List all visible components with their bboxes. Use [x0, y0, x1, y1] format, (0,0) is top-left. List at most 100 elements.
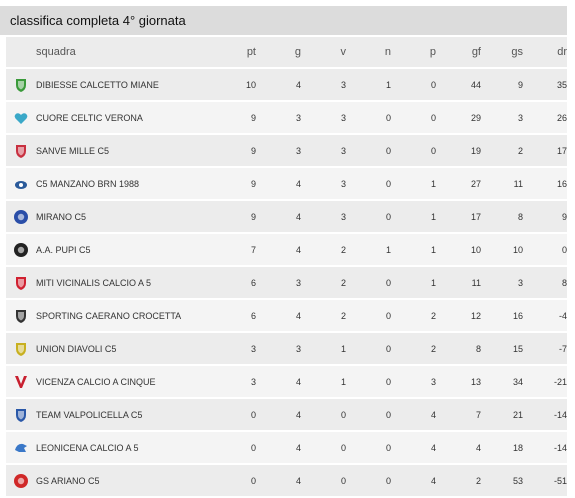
cell-gs: 21 [481, 398, 523, 432]
cell-n: 0 [346, 431, 391, 465]
table-row[interactable]: C5 MANZANO BRN 1988 9 4 3 0 1 27 11 16 [6, 167, 567, 201]
ball-blue-icon [13, 176, 29, 192]
cell-dr: -21 [523, 365, 567, 399]
team-logo-cell [6, 266, 36, 300]
team-name[interactable]: DIBIESSE CALCETTO MIANE [36, 68, 211, 102]
cell-p: 1 [391, 266, 436, 300]
team-name[interactable]: C5 MANZANO BRN 1988 [36, 167, 211, 201]
cell-g: 4 [256, 398, 301, 432]
team-logo-cell [6, 68, 36, 102]
cell-n: 1 [346, 68, 391, 102]
cell-pt: 6 [211, 299, 256, 333]
team-name[interactable]: MITI VICINALIS CALCIO A 5 [36, 266, 211, 300]
header-g[interactable]: g [256, 37, 301, 69]
team-name[interactable]: LEONICENA CALCIO A 5 [36, 431, 211, 465]
cell-gs: 11 [481, 167, 523, 201]
cell-gs: 15 [481, 332, 523, 366]
page-title: classifica completa 4° giornata [10, 13, 186, 28]
cell-g: 3 [256, 266, 301, 300]
shield-green-icon [13, 77, 29, 93]
cell-v: 2 [301, 299, 346, 333]
header-gf[interactable]: gf [436, 37, 481, 69]
table-row[interactable]: DIBIESSE CALCETTO MIANE 10 4 3 1 0 44 9 35 [6, 68, 567, 102]
heart-icon [13, 110, 29, 126]
team-logo-cell [6, 101, 36, 135]
cell-gf: 8 [436, 332, 481, 366]
cell-dr: -14 [523, 431, 567, 465]
cell-p: 2 [391, 332, 436, 366]
table-row[interactable]: MITI VICINALIS CALCIO A 5 6 3 2 0 1 11 3 8 [6, 266, 567, 300]
cell-p: 0 [391, 101, 436, 135]
cell-v: 3 [301, 101, 346, 135]
team-logo-cell [6, 200, 36, 234]
table-row[interactable]: VICENZA CALCIO A CINQUE 3 4 1 0 3 13 34 -21 [6, 365, 567, 399]
table-row[interactable]: CUORE CELTIC VERONA 9 3 3 0 0 29 3 26 [6, 101, 567, 135]
cell-n: 0 [346, 299, 391, 333]
table-row[interactable]: SANVE MILLE C5 9 3 3 0 0 19 2 17 [6, 134, 567, 168]
shield-yellow-blue-icon [13, 407, 29, 423]
team-name[interactable]: UNION DIAVOLI C5 [36, 332, 211, 366]
cell-g: 4 [256, 299, 301, 333]
cell-gs: 16 [481, 299, 523, 333]
cell-gs: 8 [481, 200, 523, 234]
cell-pt: 0 [211, 464, 256, 498]
header-dr[interactable]: dr [523, 37, 567, 69]
header-v[interactable]: v [301, 37, 346, 69]
table-row[interactable]: MIRANO C5 9 4 3 0 1 17 8 9 [6, 200, 567, 234]
cell-dr: -7 [523, 332, 567, 366]
team-logo-cell [6, 134, 36, 168]
table-row[interactable]: UNION DIAVOLI C5 3 3 1 0 2 8 15 -7 [6, 332, 567, 366]
team-name[interactable]: A.A. PUPI C5 [36, 233, 211, 267]
team-name[interactable]: SPORTING CAERANO CROCETTA [36, 299, 211, 333]
cell-p: 0 [391, 68, 436, 102]
cell-gf: 44 [436, 68, 481, 102]
cell-gf: 11 [436, 266, 481, 300]
team-name[interactable]: MIRANO C5 [36, 200, 211, 234]
cell-p: 1 [391, 200, 436, 234]
team-logo-cell [6, 233, 36, 267]
cell-g: 3 [256, 134, 301, 168]
header-gs[interactable]: gs [481, 37, 523, 69]
cell-gf: 2 [436, 464, 481, 498]
table-row[interactable]: GS ARIANO C5 0 4 0 0 4 2 53 -51 [6, 464, 567, 498]
circle-red-icon [13, 473, 29, 489]
team-name[interactable]: SANVE MILLE C5 [36, 134, 211, 168]
cell-dr: 9 [523, 200, 567, 234]
cell-gs: 2 [481, 134, 523, 168]
team-logo-cell [6, 365, 36, 399]
cell-dr: -14 [523, 398, 567, 432]
table-row[interactable]: LEONICENA CALCIO A 5 0 4 0 0 4 4 18 -14 [6, 431, 567, 465]
table-row[interactable]: A.A. PUPI C5 7 4 2 1 1 10 10 0 [6, 233, 567, 267]
standings-widget: classifica completa 4° giornata squadra … [0, 6, 567, 498]
cell-dr: -51 [523, 464, 567, 498]
lion-blue-icon [13, 440, 29, 456]
circle-blue-icon [13, 209, 29, 225]
team-name[interactable]: GS ARIANO C5 [36, 464, 211, 498]
cell-p: 1 [391, 167, 436, 201]
header-pt[interactable]: pt [211, 37, 256, 69]
cell-g: 4 [256, 68, 301, 102]
cell-v: 0 [301, 464, 346, 498]
team-name[interactable]: CUORE CELTIC VERONA [36, 101, 211, 135]
team-name[interactable]: TEAM VALPOLICELLA C5 [36, 398, 211, 432]
cell-n: 0 [346, 200, 391, 234]
cell-v: 0 [301, 398, 346, 432]
team-name[interactable]: VICENZA CALCIO A CINQUE [36, 365, 211, 399]
cell-n: 0 [346, 332, 391, 366]
cell-pt: 3 [211, 332, 256, 366]
cell-g: 4 [256, 464, 301, 498]
cell-gs: 10 [481, 233, 523, 267]
cell-pt: 0 [211, 398, 256, 432]
table-row[interactable]: TEAM VALPOLICELLA C5 0 4 0 0 4 7 21 -14 [6, 398, 567, 432]
cell-g: 4 [256, 167, 301, 201]
cell-pt: 9 [211, 200, 256, 234]
cell-gf: 27 [436, 167, 481, 201]
cell-n: 0 [346, 101, 391, 135]
team-logo-cell [6, 398, 36, 432]
header-team[interactable]: squadra [36, 37, 211, 69]
cell-n: 0 [346, 134, 391, 168]
table-row[interactable]: SPORTING CAERANO CROCETTA 6 4 2 0 2 12 16 -4 [6, 299, 567, 333]
cell-gf: 17 [436, 200, 481, 234]
header-n[interactable]: n [346, 37, 391, 69]
header-p[interactable]: p [391, 37, 436, 69]
